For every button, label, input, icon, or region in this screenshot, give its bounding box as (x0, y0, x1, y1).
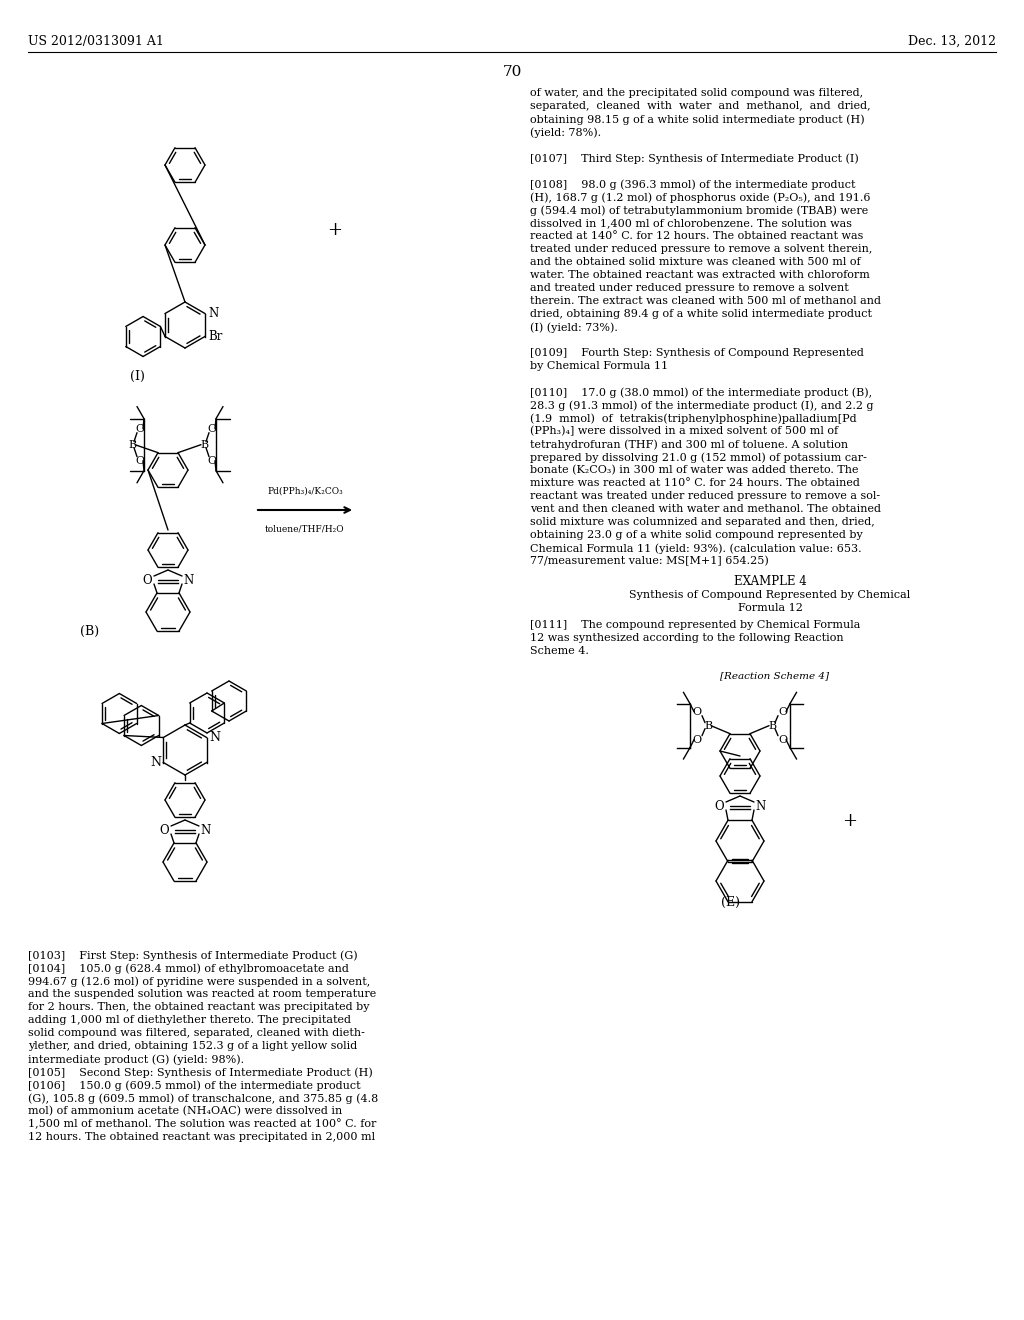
Text: prepared by dissolving 21.0 g (152 mmol) of potassium car-: prepared by dissolving 21.0 g (152 mmol)… (530, 451, 867, 462)
Text: EXAMPLE 4: EXAMPLE 4 (733, 576, 806, 587)
Text: water. The obtained reactant was extracted with chloroform: water. The obtained reactant was extract… (530, 271, 869, 280)
Text: and the suspended solution was reacted at room temperature: and the suspended solution was reacted a… (28, 989, 376, 999)
Text: separated,  cleaned  with  water  and  methanol,  and  dried,: separated, cleaned with water and methan… (530, 102, 870, 111)
Text: (I) (yield: 73%).: (I) (yield: 73%). (530, 322, 617, 333)
Text: Scheme 4.: Scheme 4. (530, 645, 589, 656)
Text: for 2 hours. Then, the obtained reactant was precipitated by: for 2 hours. Then, the obtained reactant… (28, 1002, 370, 1012)
Text: treated under reduced pressure to remove a solvent therein,: treated under reduced pressure to remove… (530, 244, 872, 253)
Text: solid compound was filtered, separated, cleaned with dieth-: solid compound was filtered, separated, … (28, 1028, 365, 1038)
Text: adding 1,000 ml of diethylether thereto. The precipitated: adding 1,000 ml of diethylether thereto.… (28, 1015, 351, 1026)
Text: (H), 168.7 g (1.2 mol) of phosphorus oxide (P₂O₅), and 191.6: (H), 168.7 g (1.2 mol) of phosphorus oxi… (530, 191, 870, 202)
Text: (PPh₃)₄] were dissolved in a mixed solvent of 500 ml of: (PPh₃)₄] were dissolved in a mixed solve… (530, 426, 838, 437)
Text: O: O (778, 735, 787, 744)
Text: [0104]    105.0 g (628.4 mmol) of ethylbromoacetate and: [0104] 105.0 g (628.4 mmol) of ethylbrom… (28, 964, 349, 974)
Text: Synthesis of Compound Represented by Chemical: Synthesis of Compound Represented by Che… (630, 590, 910, 601)
Text: by Chemical Formula 11: by Chemical Formula 11 (530, 360, 668, 371)
Text: [0108]    98.0 g (396.3 mmol) of the intermediate product: [0108] 98.0 g (396.3 mmol) of the interm… (530, 180, 855, 190)
Text: Chemical Formula 11 (yield: 93%). (calculation value: 653.: Chemical Formula 11 (yield: 93%). (calcu… (530, 543, 861, 553)
Text: obtaining 98.15 g of a white solid intermediate product (H): obtaining 98.15 g of a white solid inter… (530, 114, 864, 124)
Text: ylether, and dried, obtaining 152.3 g of a light yellow solid: ylether, and dried, obtaining 152.3 g of… (28, 1041, 357, 1051)
Text: B: B (128, 440, 136, 450)
Text: B: B (200, 440, 208, 450)
Text: bonate (K₂CO₃) in 300 ml of water was added thereto. The: bonate (K₂CO₃) in 300 ml of water was ad… (530, 465, 858, 475)
Text: 12 was synthesized according to the following Reaction: 12 was synthesized according to the foll… (530, 634, 844, 643)
Text: 1,500 ml of methanol. The solution was reacted at 100° C. for: 1,500 ml of methanol. The solution was r… (28, 1119, 377, 1130)
Text: N: N (150, 756, 161, 770)
Text: intermediate product (G) (yield: 98%).: intermediate product (G) (yield: 98%). (28, 1053, 244, 1064)
Text: O: O (714, 800, 724, 813)
Text: B: B (703, 721, 712, 731)
Text: +: + (328, 220, 342, 239)
Text: N: N (209, 731, 220, 744)
Text: g (594.4 mol) of tetrabutylammonium bromide (TBAB) were: g (594.4 mol) of tetrabutylammonium brom… (530, 205, 868, 215)
Text: vent and then cleaned with water and methanol. The obtained: vent and then cleaned with water and met… (530, 504, 881, 513)
Text: Dec. 13, 2012: Dec. 13, 2012 (908, 36, 996, 48)
Text: 28.3 g (91.3 mmol) of the intermediate product (I), and 2.2 g: 28.3 g (91.3 mmol) of the intermediate p… (530, 400, 873, 411)
Text: O: O (135, 455, 144, 466)
Text: mixture was reacted at 110° C. for 24 hours. The obtained: mixture was reacted at 110° C. for 24 ho… (530, 478, 860, 488)
Text: (yield: 78%).: (yield: 78%). (530, 127, 601, 137)
Text: and treated under reduced pressure to remove a solvent: and treated under reduced pressure to re… (530, 282, 849, 293)
Text: reactant was treated under reduced pressure to remove a sol-: reactant was treated under reduced press… (530, 491, 880, 502)
Text: therein. The extract was cleaned with 500 ml of methanol and: therein. The extract was cleaned with 50… (530, 296, 881, 306)
Text: B: B (768, 721, 776, 731)
Text: O: O (208, 424, 216, 434)
Text: (I): (I) (130, 370, 144, 383)
Text: US 2012/0313091 A1: US 2012/0313091 A1 (28, 36, 164, 48)
Text: [0103]    First Step: Synthesis of Intermediate Product (G): [0103] First Step: Synthesis of Intermed… (28, 950, 357, 961)
Text: Formula 12: Formula 12 (737, 603, 803, 612)
Text: [0111]    The compound represented by Chemical Formula: [0111] The compound represented by Chemi… (530, 620, 860, 630)
Text: dried, obtaining 89.4 g of a white solid intermediate product: dried, obtaining 89.4 g of a white solid… (530, 309, 872, 319)
Text: tetrahydrofuran (THF) and 300 ml of toluene. A solution: tetrahydrofuran (THF) and 300 ml of tolu… (530, 440, 848, 450)
Text: of water, and the precipitated solid compound was filtered,: of water, and the precipitated solid com… (530, 88, 863, 98)
Text: O: O (135, 424, 144, 434)
Text: 77/measurement value: MS[M+1] 654.25): 77/measurement value: MS[M+1] 654.25) (530, 556, 769, 566)
Text: reacted at 140° C. for 12 hours. The obtained reactant was: reacted at 140° C. for 12 hours. The obt… (530, 231, 863, 242)
Text: Br: Br (208, 330, 222, 343)
Text: [Reaction Scheme 4]: [Reaction Scheme 4] (721, 671, 829, 680)
Text: N: N (208, 308, 218, 319)
Text: O: O (208, 455, 216, 466)
Text: solid mixture was columnized and separated and then, dried,: solid mixture was columnized and separat… (530, 517, 874, 527)
Text: [0109]    Fourth Step: Synthesis of Compound Represented: [0109] Fourth Step: Synthesis of Compoun… (530, 348, 864, 358)
Text: 12 hours. The obtained reactant was precipitated in 2,000 ml: 12 hours. The obtained reactant was prec… (28, 1133, 375, 1142)
Text: +: + (843, 812, 857, 830)
Text: [0110]    17.0 g (38.0 mmol) of the intermediate product (B),: [0110] 17.0 g (38.0 mmol) of the interme… (530, 387, 872, 397)
Text: Pd(PPh₃)₄/K₂CO₃: Pd(PPh₃)₄/K₂CO₃ (267, 487, 343, 496)
Text: O: O (778, 706, 787, 717)
Text: O: O (692, 735, 701, 744)
Text: 70: 70 (503, 65, 521, 79)
Text: [0105]    Second Step: Synthesis of Intermediate Product (H): [0105] Second Step: Synthesis of Interme… (28, 1067, 373, 1077)
Text: (B): (B) (80, 624, 99, 638)
Text: dissolved in 1,400 ml of chlorobenzene. The solution was: dissolved in 1,400 ml of chlorobenzene. … (530, 218, 852, 228)
Text: [0107]    Third Step: Synthesis of Intermediate Product (I): [0107] Third Step: Synthesis of Intermed… (530, 153, 859, 164)
Text: N: N (756, 800, 766, 813)
Text: and the obtained solid mixture was cleaned with 500 ml of: and the obtained solid mixture was clean… (530, 257, 860, 267)
Text: [0106]    150.0 g (609.5 mmol) of the intermediate product: [0106] 150.0 g (609.5 mmol) of the inter… (28, 1080, 360, 1090)
Text: (G), 105.8 g (609.5 mmol) of transchalcone, and 375.85 g (4.8: (G), 105.8 g (609.5 mmol) of transchalco… (28, 1093, 378, 1104)
Text: toluene/THF/H₂O: toluene/THF/H₂O (265, 524, 345, 533)
Text: 994.67 g (12.6 mol) of pyridine were suspended in a solvent,: 994.67 g (12.6 mol) of pyridine were sus… (28, 975, 371, 986)
Text: obtaining 23.0 g of a white solid compound represented by: obtaining 23.0 g of a white solid compou… (530, 531, 863, 540)
Text: O: O (142, 573, 152, 586)
Text: (E): (E) (721, 896, 739, 909)
Text: N: N (201, 824, 211, 837)
Text: N: N (184, 573, 195, 586)
Text: mol) of ammonium acetate (NH₄OAC) were dissolved in: mol) of ammonium acetate (NH₄OAC) were d… (28, 1106, 342, 1117)
Text: (1.9  mmol)  of  tetrakis(triphenylphosphine)palladium[Pd: (1.9 mmol) of tetrakis(triphenylphosphin… (530, 413, 857, 424)
Text: O: O (159, 824, 169, 837)
Text: O: O (692, 706, 701, 717)
